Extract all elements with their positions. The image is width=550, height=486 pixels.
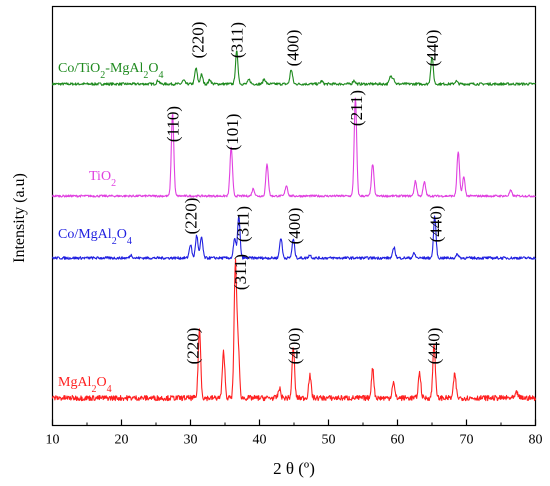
y-axis-title: Intensity (a.u) — [11, 173, 28, 263]
peak-label-0-1: (311) — [228, 22, 247, 58]
peak-label-0-0: (220) — [188, 22, 207, 59]
peak-label-1-1: (101) — [223, 114, 242, 151]
peak-label-3-0: (220) — [184, 328, 203, 365]
series-line-3 — [51, 258, 537, 402]
series-name-1: TiO2 — [89, 169, 116, 189]
x-tick-label-4: 50 — [322, 433, 336, 448]
series-line-1 — [51, 97, 536, 198]
series-name-2: Co/MgAl2O4 — [58, 227, 132, 247]
peak-label-2-2: (400) — [285, 208, 304, 245]
peak-label-3-2: (400) — [285, 328, 304, 365]
x-axis-title: 2 θ (º) — [273, 459, 315, 478]
series-layer — [51, 50, 537, 402]
x-tick-label-2: 30 — [184, 433, 198, 448]
x-tick-label-5: 60 — [391, 433, 405, 448]
x-tick-label-0: 10 — [46, 433, 60, 448]
series-name-3: MgAl2O4 — [58, 375, 112, 395]
peak-label-1-2: (211) — [347, 90, 366, 126]
series-name-0: Co/TiO2-MgAl2O4 — [58, 61, 164, 81]
peak-label-0-3: (440) — [423, 30, 442, 67]
peak-label-3-1: (311) — [231, 254, 250, 290]
x-tick-label-3: 40 — [253, 433, 267, 448]
peak-label-0-2: (400) — [284, 30, 303, 67]
x-tick-label-1: 20 — [115, 433, 129, 448]
peak-label-2-1: (311) — [233, 206, 252, 242]
axis-layer: 10 20 30 40 50 60 70 80 — [46, 419, 543, 448]
peak-label-3-3: (440) — [424, 328, 443, 365]
peak-label-1-0: (110) — [164, 106, 183, 142]
series-line-2 — [51, 215, 537, 260]
peak-label-2-0: (220) — [182, 198, 201, 235]
x-tick-label-7: 80 — [529, 433, 543, 448]
peak-label-2-3: (440) — [426, 206, 445, 243]
label-layer: Co/TiO2-MgAl2O4 (220) (311) (400) (440) TiO2 (… — [58, 22, 445, 395]
x-tick-label-6: 70 — [460, 433, 474, 448]
series-line-0 — [51, 50, 536, 86]
